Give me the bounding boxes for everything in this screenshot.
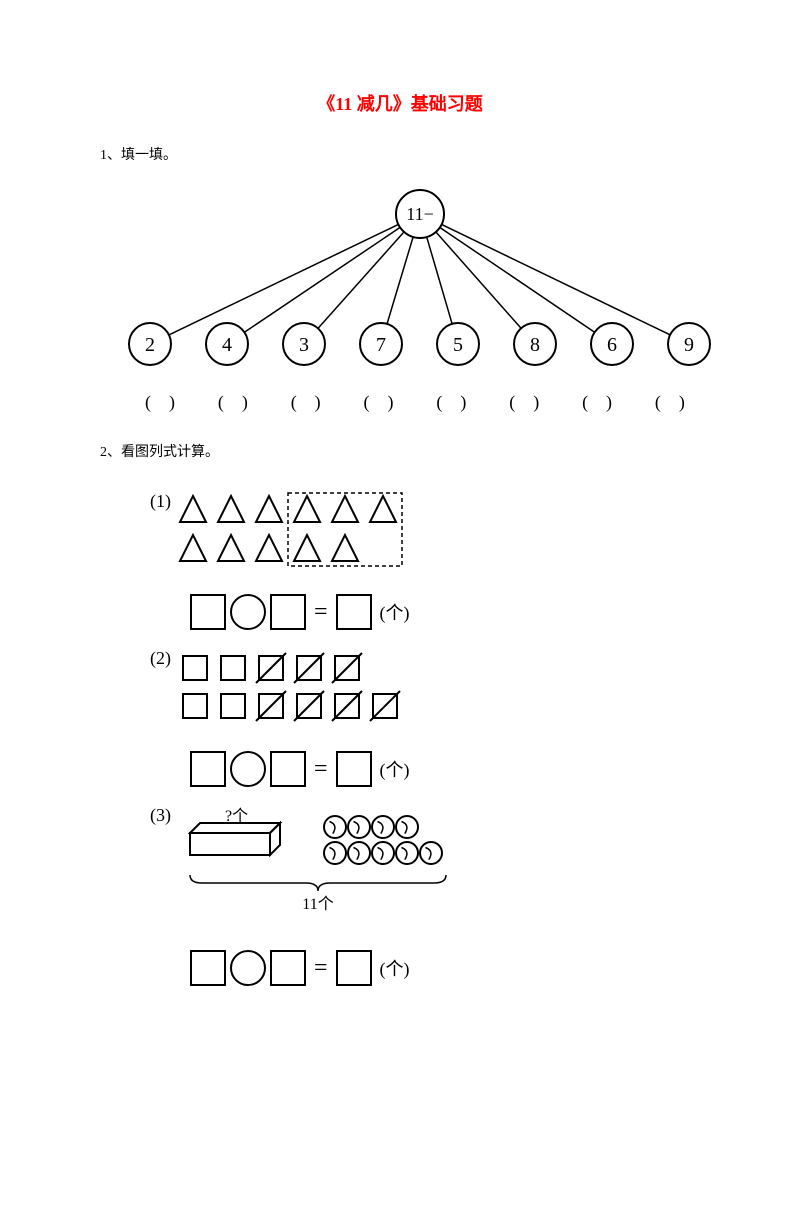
sub2-shapes [175, 648, 455, 728]
answer-blank: ( ) [655, 392, 685, 413]
answer-blank: ( ) [509, 392, 539, 413]
question-1-label: 1、填一填。 [100, 144, 800, 164]
sub2-equation: = (个) [190, 751, 800, 787]
svg-text:11−: 11− [406, 204, 433, 224]
svg-text:2: 2 [145, 334, 155, 356]
svg-text:5: 5 [453, 334, 463, 356]
equation-box [190, 751, 226, 787]
svg-text:6: 6 [607, 334, 617, 356]
answer-blank: ( ) [145, 392, 175, 413]
sub1-label: (1) [150, 491, 171, 512]
question-2-label: 2、看图列式计算。 [100, 441, 800, 461]
equation-op-circle [230, 950, 266, 986]
answer-blank: ( ) [436, 392, 466, 413]
equation-op-circle [230, 751, 266, 787]
equation-result-box [336, 751, 372, 787]
svg-text:8: 8 [530, 334, 540, 356]
q2-sub3: (3) ?个11个 = (个) [150, 805, 800, 986]
answer-blank: ( ) [364, 392, 394, 413]
q2-sub1: (1) = (个) [150, 491, 800, 630]
q1-blanks-row: ( ) ( ) ( ) ( ) ( ) ( ) ( ) ( ) [145, 392, 685, 413]
equation-box [270, 751, 306, 787]
equation-result-box [336, 950, 372, 986]
equation-box [190, 950, 226, 986]
svg-text:4: 4 [222, 334, 232, 356]
unit-label: (个) [380, 955, 410, 981]
q2-sub2: (2) = (个) [150, 648, 800, 787]
svg-text:11个: 11个 [302, 895, 333, 913]
answer-blank: ( ) [218, 392, 248, 413]
equation-op-circle [230, 594, 266, 630]
sub3-shapes: ?个11个 [175, 805, 495, 915]
equation-box [190, 594, 226, 630]
equation-box [270, 594, 306, 630]
equals-sign: = [314, 599, 328, 626]
sub3-label: (3) [150, 805, 171, 826]
sub2-label: (2) [150, 648, 171, 669]
answer-blank: ( ) [291, 392, 321, 413]
svg-text:7: 7 [376, 334, 386, 356]
svg-text:9: 9 [684, 334, 694, 356]
q2-container: (1) = (个) (2) = (个) (3) ?个1 [150, 491, 800, 986]
svg-text:3: 3 [299, 334, 309, 356]
sub1-shapes [175, 491, 435, 571]
equals-sign: = [314, 756, 328, 783]
sub3-equation: = (个) [190, 950, 800, 986]
page-title: 《11 减几》基础习题 [0, 90, 800, 116]
q1-diagram: 11− 2 4 3 7 5 8 6 9 [120, 184, 720, 384]
equals-sign: = [314, 955, 328, 982]
equation-box [270, 950, 306, 986]
unit-label: (个) [380, 599, 410, 625]
equation-result-box [336, 594, 372, 630]
sub1-equation: = (个) [190, 594, 800, 630]
unit-label: (个) [380, 756, 410, 782]
answer-blank: ( ) [582, 392, 612, 413]
